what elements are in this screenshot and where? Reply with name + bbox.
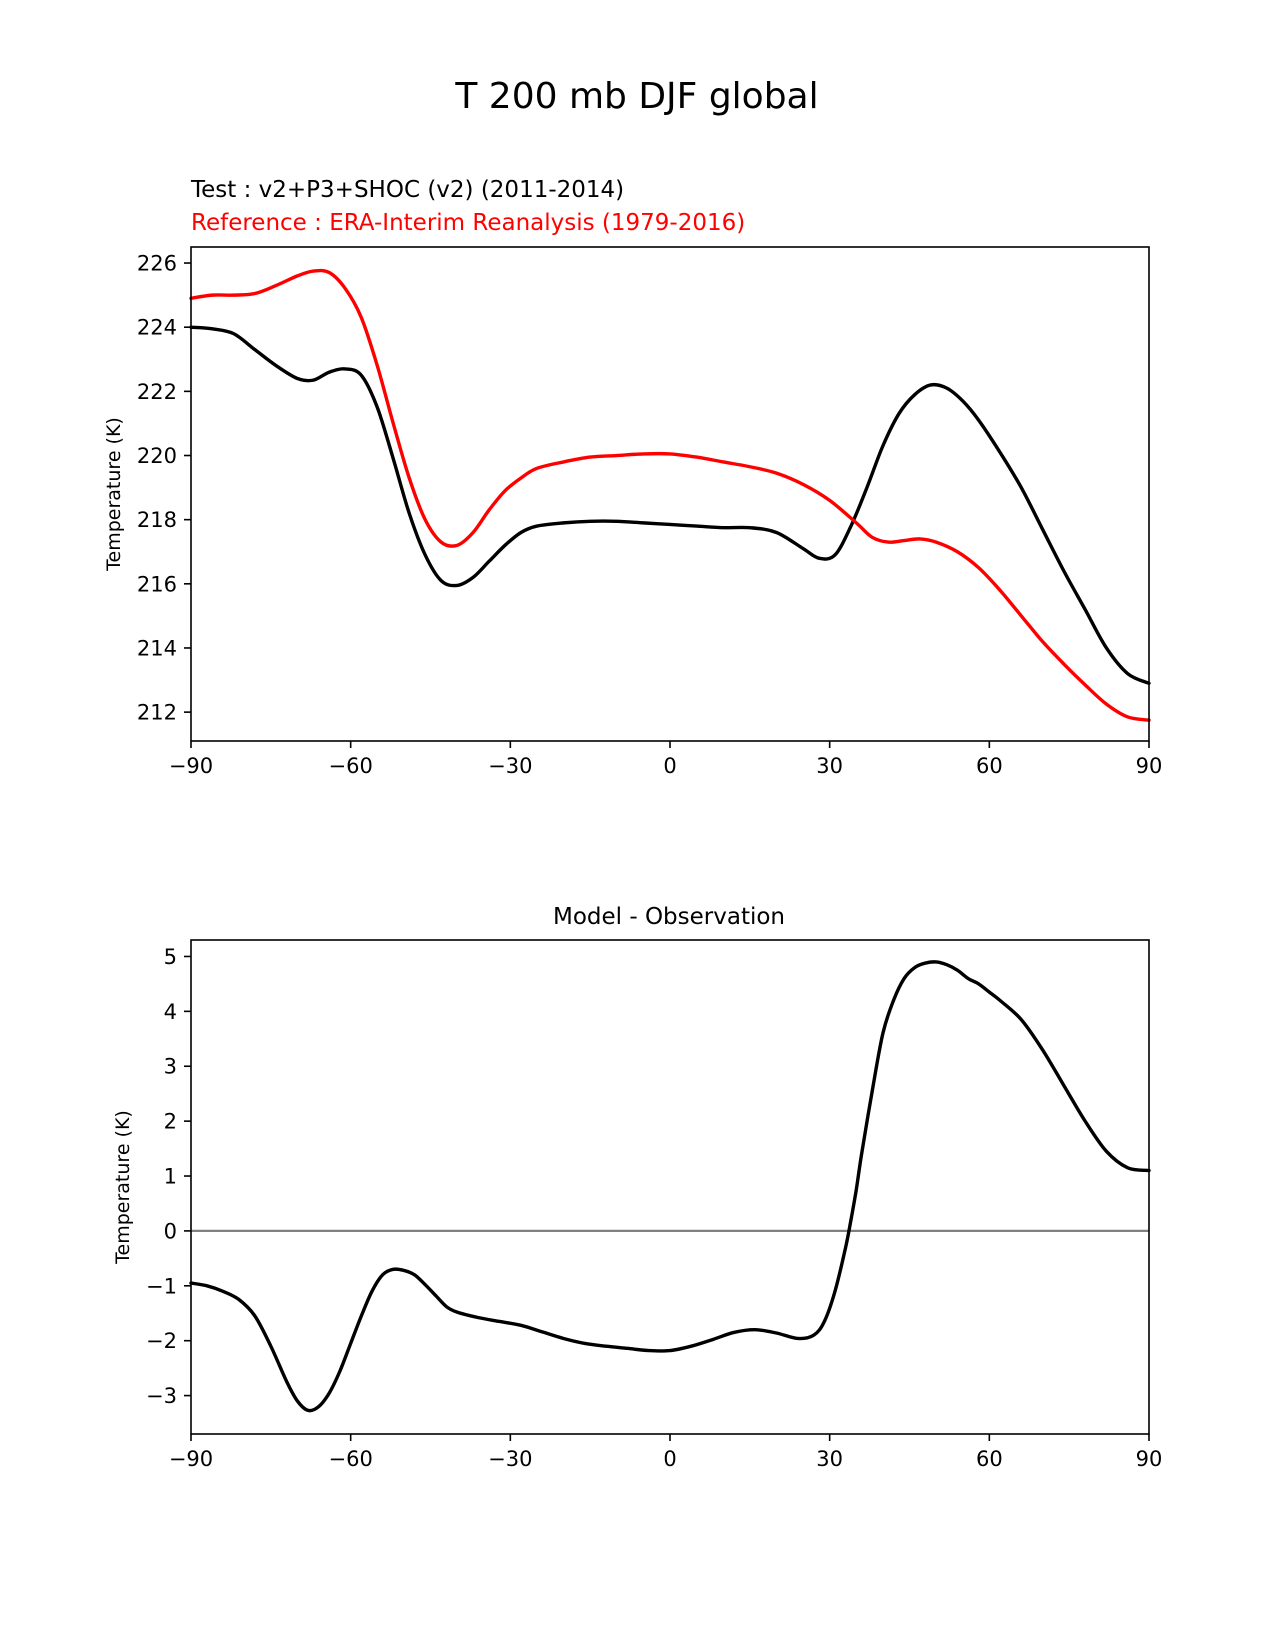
y-tick-label: 212 [137,701,177,725]
x-tick-label: −90 [169,754,213,778]
top-panel: Test : v2+P3+SHOC (v2) (2011-2014) Refer… [103,177,1162,778]
y-tick-label: −2 [146,1329,177,1353]
x-tick-label: −90 [169,1447,213,1471]
y-tick-label: 5 [164,945,177,969]
x-tick-label: 30 [816,1447,843,1471]
y-tick-label: −3 [146,1384,177,1408]
diff-title: Model - Observation [553,904,785,930]
x-tick-label: −30 [488,1447,532,1471]
y-tick-label: 218 [137,508,177,532]
y-tick-label: 214 [137,636,177,660]
y-tick-label: 4 [164,1000,177,1024]
x-tick-label: −60 [329,754,373,778]
series-line-model-observation [189,960,1151,1413]
x-tick-label: 30 [816,754,843,778]
y-tick-label: 222 [137,380,177,404]
series-line-test [189,325,1151,685]
y-tick-label: 1 [164,1165,177,1189]
x-tick-label: 90 [1136,754,1163,778]
y-tick-label: 226 [137,252,177,276]
y-tick-label: 216 [137,572,177,596]
reference-label: Reference : ERA-Interim Reanalysis (1979… [191,210,745,236]
bottom-panel: Model - Observation −90 −60 −30 0 30 60 90−3−2… [112,904,1162,1471]
y-tick-label: 224 [137,316,177,340]
y-tick-label: 220 [137,444,177,468]
x-tick-label: 0 [663,754,676,778]
x-tick-label: −60 [329,1447,373,1471]
test-label: Test : v2+P3+SHOC (v2) (2011-2014) [190,177,624,203]
y-tick-label: −1 [146,1274,177,1298]
series-line-reference [189,268,1151,722]
x-tick-label: 0 [663,1447,676,1471]
figure-suptitle: T 200 mb DJF global [454,76,818,117]
x-tick-label: 90 [1136,1447,1163,1471]
x-tick-label: 60 [976,1447,1003,1471]
y-axis-label: Temperature (K) [112,1110,134,1265]
y-tick-label: 3 [164,1055,177,1079]
y-tick-label: 2 [164,1110,177,1134]
y-tick-label: 0 [164,1219,177,1243]
y-axis-label: Temperature (K) [103,417,125,572]
x-tick-label: 60 [976,754,1003,778]
x-tick-label: −30 [488,754,532,778]
